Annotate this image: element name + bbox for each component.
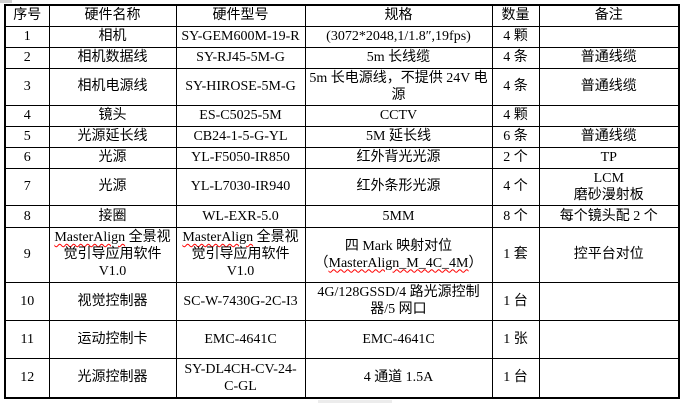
header-row: 序号 硬件名称 硬件型号 规格 数量 备注 <box>4 4 680 27</box>
cell-qty: 6 条 <box>491 125 540 148</box>
cell-name: 光源 <box>48 146 177 169</box>
cell-qty: 4 颗 <box>491 25 540 48</box>
cell-note <box>538 104 680 127</box>
cell-note: 普通线缆 <box>538 67 680 106</box>
scroll-artifact <box>318 400 392 403</box>
table-row: 9 MasterAlign 全景视觉引导应用软件 V1.0 MasterAlign … <box>4 226 680 283</box>
table-row: 1 相机 SY-GEM600M-19-R (3072*2048,1/1.8″,19fp… <box>4 25 680 48</box>
cell-model: SY-HIROSE-5M-G <box>175 67 306 106</box>
cell-spec: (3072*2048,1/1.8″,19fps) <box>304 25 493 48</box>
cell-note <box>538 281 680 321</box>
cell-spec: 5m 长电源线，不提供 24V 电源 <box>304 67 493 106</box>
cell-no: 7 <box>4 167 50 206</box>
cell-no: 2 <box>4 46 50 69</box>
cell-spec: 红外背光光源 <box>304 146 493 169</box>
cell-no: 3 <box>4 67 50 106</box>
cell-spec: 5m 长线缆 <box>304 46 493 69</box>
cell-no: 6 <box>4 146 50 169</box>
cell-qty: 1 张 <box>491 319 540 359</box>
cell-note: TP <box>538 146 680 169</box>
cell-name: 接圈 <box>48 204 177 228</box>
cell-qty: 1 台 <box>491 281 540 321</box>
cell-name: 视觉控制器 <box>48 281 177 321</box>
cell-no: 9 <box>4 226 50 283</box>
cell-no: 12 <box>4 357 50 399</box>
column-header-note: 备注 <box>538 4 680 27</box>
cell-model: SY-GEM600M-19-R <box>175 25 306 48</box>
cell-spec: 5M 延长线 <box>304 125 493 148</box>
cell-name: 镜头 <box>48 104 177 127</box>
cell-qty: 8 个 <box>491 204 540 228</box>
cell-model: WL-EXR-5.0 <box>175 204 306 228</box>
cell-note <box>538 25 680 48</box>
table-row: 7 光源 YL-L7030-IR940 红外条形光源 4 个 LCM 磨砂漫射板 <box>4 167 680 206</box>
cell-model: MasterAlign 全景视觉引导应用软件 V1.0 <box>175 226 306 283</box>
column-header-no: 序号 <box>4 4 50 27</box>
cell-qty: 4 个 <box>491 167 540 206</box>
cell-name: 相机 <box>48 25 177 48</box>
table-handle-artifact <box>0 0 12 3</box>
cell-name: 相机电源线 <box>48 67 177 106</box>
table-row: 2 相机数据线 SY-RJ45-5M-G 5m 长线缆 4 条普通线缆 <box>4 46 680 69</box>
cell-qty: 4 条 <box>491 46 540 69</box>
cell-qty: 4 条 <box>491 67 540 106</box>
cell-spec: 红外条形光源 <box>304 167 493 206</box>
cell-spec: 4 通道 1.5A <box>304 357 493 399</box>
cell-name: 光源控制器 <box>48 357 177 399</box>
table-row: 4 镜头 ES-C5025-5M CCTV 4 颗 <box>4 104 680 127</box>
cell-note: 控平台对位 <box>538 226 680 283</box>
table-row: 6 光源 YL-F5050-IR850 红外背光光源 2 个 TP <box>4 146 680 169</box>
cell-name: 相机数据线 <box>48 46 177 69</box>
cell-qty: 1 台 <box>491 357 540 399</box>
cell-model: EMC-4641C <box>175 319 306 359</box>
cell-no: 8 <box>4 204 50 228</box>
cell-note: LCM 磨砂漫射板 <box>538 167 680 206</box>
cell-qty: 4 颗 <box>491 104 540 127</box>
cell-qty: 1 套 <box>491 226 540 283</box>
column-header-qty: 数量 <box>491 4 540 27</box>
cell-qty: 2 个 <box>491 146 540 169</box>
column-header-spec: 规格 <box>304 4 493 27</box>
cell-note <box>538 319 680 359</box>
cell-note: 每个镜头配 2 个 <box>538 204 680 228</box>
cell-spec: 四 Mark 映射对位 （MasterAlign_M_4C_4M） <box>304 226 493 283</box>
table-row: 3 相机电源线 SY-HIROSE-5M-G 5m 长电源线，不提供 24V 电源 4 … <box>4 67 680 106</box>
column-header-name: 硬件名称 <box>48 4 177 27</box>
cell-model: YL-L7030-IR940 <box>175 167 306 206</box>
cell-model: ES-C5025-5M <box>175 104 306 127</box>
spellcheck-underline: MasterAlign_M_4C_4M <box>328 255 469 271</box>
cell-note: 普通线缆 <box>538 125 680 148</box>
hardware-spec-table: 序号 硬件名称 硬件型号 规格 数量 备注 1 相机 SY-GEM600M-19-R (3072… <box>4 4 680 399</box>
cell-name: MasterAlign 全景视觉引导应用软件 V1.0 <box>48 226 177 283</box>
cell-model: SY-DL4CH-CV-24-C-GL <box>175 357 306 399</box>
table-row: 5 光源延长线 CB24-1-5-G-YL 5M 延长线 6 条普通线缆 <box>4 125 680 148</box>
cell-no: 1 <box>4 25 50 48</box>
cell-no: 11 <box>4 319 50 359</box>
cell-note <box>538 357 680 399</box>
cell-spec: EMC-4641C <box>304 319 493 359</box>
cell-spec: CCTV <box>304 104 493 127</box>
cell-spec: 4G/128GSSD/4 路光源控制器/5 网口 <box>304 281 493 321</box>
cell-no: 10 <box>4 281 50 321</box>
cell-model: CB24-1-5-G-YL <box>175 125 306 148</box>
cell-name: 运动控制卡 <box>48 319 177 359</box>
cell-no: 4 <box>4 104 50 127</box>
cell-note: 普通线缆 <box>538 46 680 69</box>
column-header-model: 硬件型号 <box>175 4 306 27</box>
cell-name: 光源 <box>48 167 177 206</box>
cell-model: SC-W-7430G-2C-I3 <box>175 281 306 321</box>
spellcheck-underline: MasterAlign <box>54 230 126 245</box>
table-row: 11 运动控制卡 EMC-4641C EMC-4641C 1 张 <box>4 319 680 359</box>
cell-name: 光源延长线 <box>48 125 177 148</box>
spellcheck-underline: MasterAlign <box>182 230 254 245</box>
table-row: 12 光源控制器 SY-DL4CH-CV-24-C-GL 4 通道 1.5A 1 台 <box>4 357 680 399</box>
table-row: 10 视觉控制器 SC-W-7430G-2C-I3 4G/128GSSD/4 路光源控… <box>4 281 680 321</box>
cell-model: YL-F5050-IR850 <box>175 146 306 169</box>
cell-spec: 5MM <box>304 204 493 228</box>
table-row: 8 接圈 WL-EXR-5.0 5MM 8 个每个镜头配 2 个 <box>4 204 680 228</box>
cell-no: 5 <box>4 125 50 148</box>
cell-model: SY-RJ45-5M-G <box>175 46 306 69</box>
